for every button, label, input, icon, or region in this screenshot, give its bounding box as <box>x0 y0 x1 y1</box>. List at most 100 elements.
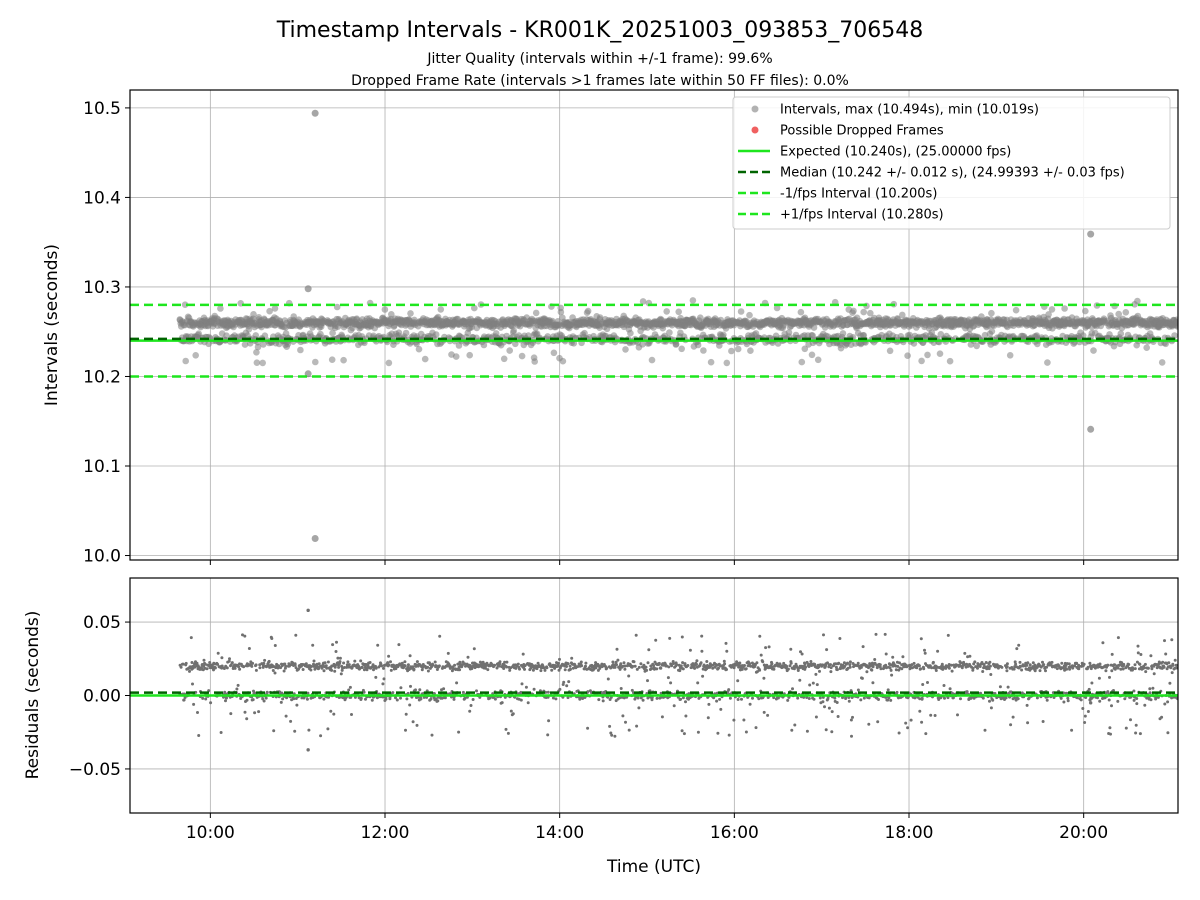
residual-point <box>576 665 580 669</box>
residual-point <box>324 664 328 668</box>
residual-point <box>567 680 571 684</box>
interval-point <box>388 311 395 318</box>
residual-point <box>951 696 955 700</box>
residual-point <box>335 640 338 644</box>
residual-point <box>683 662 687 666</box>
interval-point <box>639 341 646 348</box>
residual-point <box>725 668 728 671</box>
residual-point <box>350 713 353 716</box>
residual-point <box>675 663 679 667</box>
residual-point <box>1000 665 1004 669</box>
residual-point <box>936 649 940 653</box>
interval-point <box>666 329 673 336</box>
residual-point <box>894 668 898 672</box>
residual-point <box>811 681 815 685</box>
residual-point <box>503 660 507 664</box>
residual-point <box>995 696 999 700</box>
interval-point <box>181 301 189 309</box>
residual-point <box>569 667 572 671</box>
residual-point <box>979 691 983 695</box>
interval-point <box>899 311 906 319</box>
residual-point <box>681 667 685 671</box>
interval-outlier-point <box>311 535 319 543</box>
residual-point <box>910 663 914 667</box>
residual-point <box>672 662 675 666</box>
residual-point <box>988 699 991 703</box>
residual-point <box>1014 662 1018 666</box>
legend: Intervals, max (10.494s), min (10.019s) … <box>732 96 1171 230</box>
residual-point <box>381 682 385 686</box>
residual-point <box>829 670 833 674</box>
residual-point <box>307 728 311 732</box>
residual-point <box>918 709 922 713</box>
residual-point <box>374 666 378 670</box>
intervals-axes-frame <box>129 89 1179 561</box>
residual-point <box>808 683 812 687</box>
residual-point <box>946 696 950 700</box>
jitter-quality-subtitle: Jitter Quality (intervals within +/-1 fr… <box>426 51 772 67</box>
residual-point <box>1016 697 1020 701</box>
interval-point <box>798 358 806 366</box>
residual-point <box>1041 720 1045 723</box>
residual-point <box>898 661 901 665</box>
residual-point <box>464 664 467 668</box>
residual-point <box>338 660 342 664</box>
residual-point <box>282 669 286 673</box>
residual-point <box>785 664 789 668</box>
residual-point <box>1006 685 1010 689</box>
residual-point <box>615 647 619 651</box>
residual-point <box>272 729 276 733</box>
residual-point <box>877 698 880 701</box>
residual-point <box>696 681 700 685</box>
residual-point <box>265 690 269 694</box>
residual-point <box>380 664 384 668</box>
residual-point <box>929 713 933 717</box>
residual-point <box>631 664 635 668</box>
residual-point <box>339 672 343 676</box>
residual-point <box>235 687 239 691</box>
residual-point <box>637 665 641 669</box>
residual-point <box>457 730 461 734</box>
residual-point <box>641 698 645 702</box>
residual-point <box>790 728 794 732</box>
residual-point <box>843 665 847 668</box>
residual-point <box>428 663 432 667</box>
residual-point <box>891 655 895 659</box>
residual-point <box>475 689 478 693</box>
residual-point <box>905 665 909 669</box>
residual-point <box>415 723 419 727</box>
residual-point <box>570 656 574 660</box>
residual-point <box>987 667 991 671</box>
residual-point <box>237 665 241 669</box>
residual-point <box>619 687 623 690</box>
residual-point <box>565 665 568 668</box>
residual-point <box>740 697 743 701</box>
interval-point <box>814 356 822 364</box>
interval-point <box>261 332 269 340</box>
residual-point <box>971 666 975 670</box>
interval-point <box>253 359 261 367</box>
residual-point <box>1066 699 1070 703</box>
residual-point <box>220 656 224 660</box>
residual-point <box>563 668 567 672</box>
residual-point <box>371 663 375 667</box>
interval-point <box>385 359 393 367</box>
residual-point <box>395 698 399 702</box>
residual-point <box>983 728 987 732</box>
residual-point <box>414 688 417 692</box>
residual-point <box>1070 728 1074 732</box>
interval-point <box>466 351 474 359</box>
interval-point <box>192 352 199 359</box>
interval-point <box>663 308 670 315</box>
residual-point <box>836 715 840 718</box>
residual-point <box>1009 723 1013 727</box>
residual-point <box>426 665 430 669</box>
residual-point <box>531 668 535 672</box>
residual-point <box>654 638 658 642</box>
residual-point <box>302 696 306 700</box>
residual-point <box>618 667 622 671</box>
residual-point <box>245 717 249 721</box>
interval-point <box>1006 352 1014 359</box>
interval-point <box>694 341 702 349</box>
interval-point <box>329 329 336 337</box>
